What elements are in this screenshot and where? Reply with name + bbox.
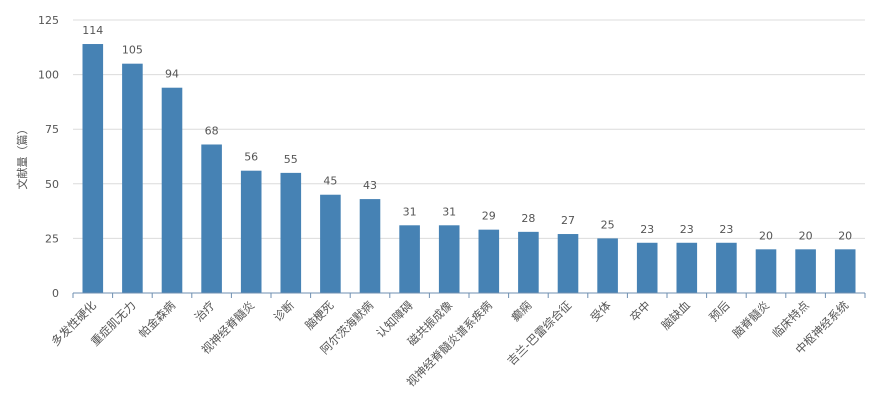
y-tick-label: 125 (38, 14, 59, 27)
bar (280, 172, 302, 293)
data-label: 43 (363, 179, 377, 192)
data-label: 31 (442, 205, 456, 218)
data-label: 25 (601, 218, 615, 231)
x-tick-label: 脑脊髓炎 (730, 298, 772, 340)
bar (399, 225, 420, 293)
bar (161, 87, 183, 293)
bar (359, 199, 381, 293)
x-tick-label: 预后 (706, 298, 732, 324)
y-tick-label: 50 (45, 178, 59, 191)
bar (82, 44, 104, 293)
bar (438, 225, 460, 293)
y-tick-label: 100 (38, 69, 59, 82)
bar (478, 229, 500, 293)
data-labels: 114 105 94 68 56 55 45 43 31 31 29 28 27 25 23 23 23 20 20… (82, 24, 852, 242)
bar (834, 249, 856, 293)
data-label: 23 (719, 223, 733, 236)
bar (320, 194, 341, 293)
bar (201, 144, 222, 293)
data-label: 20 (799, 229, 813, 242)
data-label: 20 (759, 229, 773, 242)
data-label: 68 (205, 124, 219, 137)
data-label: 23 (680, 223, 694, 236)
bar (676, 242, 698, 293)
gridlines (73, 19, 865, 239)
x-tick-label: 癫痫 (508, 298, 534, 324)
data-label: 31 (403, 205, 417, 218)
bar (795, 249, 816, 293)
y-tick-label: 75 (45, 123, 59, 136)
x-tick-label: 脑梗死 (302, 298, 337, 333)
x-tick-label: 受体 (588, 298, 615, 325)
bars (82, 44, 856, 294)
data-label: 105 (122, 44, 143, 57)
data-label: 28 (521, 212, 535, 225)
data-label: 114 (82, 24, 103, 37)
data-label: 94 (165, 68, 179, 81)
bar (122, 63, 143, 294)
y-axis-ticks: 0 25 50 75 100 125 (38, 14, 59, 300)
y-tick-label: 0 (52, 287, 59, 300)
data-label: 23 (640, 223, 654, 236)
bar (557, 234, 579, 293)
y-tick-label: 25 (45, 232, 59, 245)
x-tick-label: 帕金森病 (136, 298, 179, 341)
bar (518, 231, 539, 293)
x-tick-label: 脑缺血 (659, 298, 694, 333)
x-tick-label: 诊断 (271, 298, 298, 325)
data-label: 55 (284, 153, 298, 166)
x-tick-label: 卒中 (627, 298, 653, 324)
data-label: 45 (323, 175, 337, 188)
data-label: 20 (838, 229, 852, 242)
data-label: 29 (482, 210, 496, 223)
bar (755, 249, 777, 293)
bar (597, 238, 618, 293)
bar (240, 170, 262, 293)
x-tick-label: 治疗 (192, 298, 218, 324)
data-label: 56 (244, 151, 258, 164)
bar (716, 242, 737, 293)
data-label: 27 (561, 214, 575, 227)
bar (636, 242, 658, 293)
y-axis-label: 文献量（篇） (15, 124, 29, 190)
